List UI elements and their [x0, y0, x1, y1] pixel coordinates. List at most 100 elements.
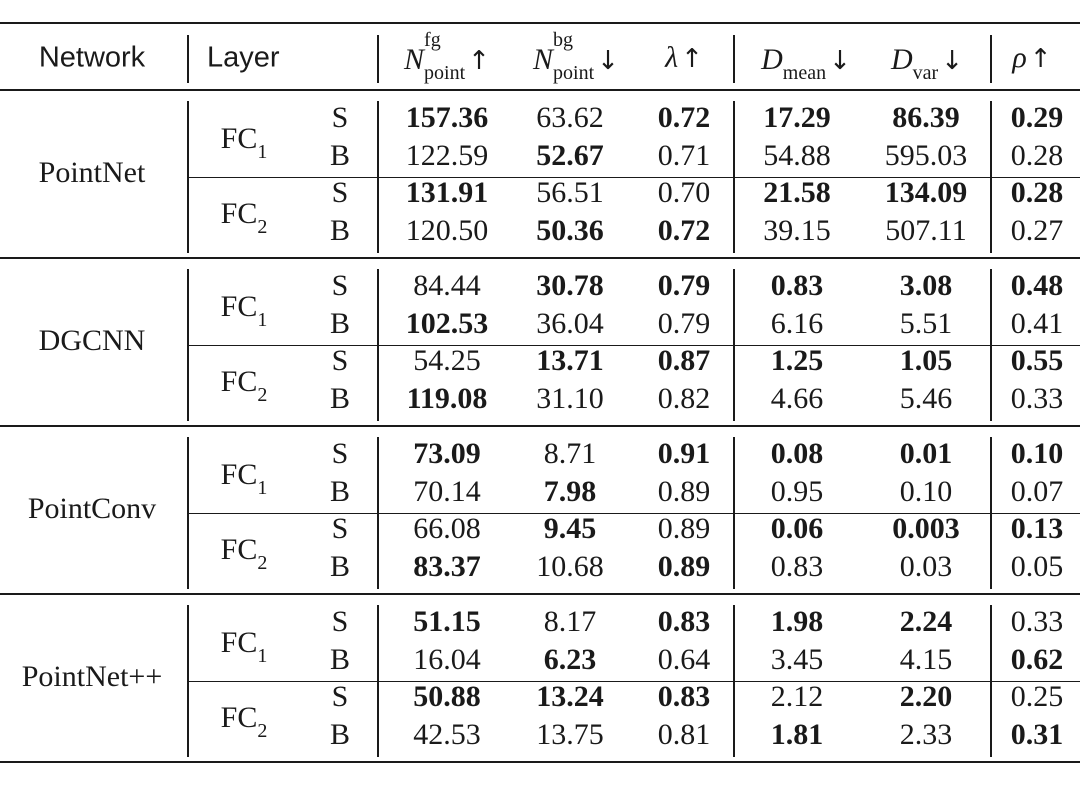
table-cell: 56.51 [536, 176, 604, 209]
table-cell: 0.07 [1010, 474, 1064, 508]
layer-label-sub: 2 [257, 383, 268, 406]
header-nfg-sup: fg [424, 29, 441, 51]
table-cell: 73.09 [413, 437, 481, 470]
network-name: PointNet [38, 156, 146, 189]
layer-rule [187, 681, 1080, 683]
table-cell: 0.28 [1010, 138, 1064, 172]
table-cell: 1.98 [770, 605, 824, 638]
layer-label: FC2 [220, 364, 268, 405]
layer-label: FC1 [221, 291, 268, 330]
table-cell: 0.83 [657, 605, 711, 638]
table-cell: 8.71 [543, 437, 597, 470]
table-cell: 2.20 [899, 680, 953, 713]
table-cell: 0.06 [770, 512, 824, 545]
table-cell: 0.71 [657, 138, 711, 172]
table-cell: 0.10 [1010, 437, 1064, 470]
table-cell: 0.83 [770, 269, 824, 302]
table-cell: 0.95 [770, 474, 824, 508]
header-separator [187, 35, 189, 83]
table-cell: 0.82 [657, 381, 711, 415]
row-type-label: S [331, 512, 349, 545]
header-layer: Layer [207, 41, 280, 74]
layer-label: FC2 [221, 534, 268, 573]
table-cell: 0.79 [657, 306, 711, 340]
layer-label-sub: 2 [257, 551, 268, 574]
table-cell: 54.88 [763, 138, 831, 172]
table-cell: 0.13 [1010, 512, 1064, 545]
table-cell: 0.72 [657, 101, 711, 134]
layer-label-base: FC [220, 457, 258, 491]
table-cell: 30.78 [536, 269, 604, 302]
row-type-label: S [331, 680, 349, 713]
table-cell: 0.03 [899, 549, 953, 583]
header-nfg-scripts: fg point [424, 30, 465, 83]
table-cell: 63.62 [536, 101, 604, 134]
table-cell: 0.33 [1010, 605, 1064, 638]
table-cell: 52.67 [536, 138, 604, 172]
layer-label-sub: 1 [257, 644, 268, 667]
header-rho-arrow: ↑ [1029, 44, 1052, 74]
header-dvar-arrow: ↓ [941, 46, 964, 76]
table-cell: 36.04 [536, 306, 604, 340]
layer-label-sub: 1 [257, 308, 268, 331]
network-name: DGCNN [38, 324, 146, 357]
header-separator [377, 35, 379, 83]
table-cell: 119.08 [406, 381, 488, 415]
layer-label-sub: 2 [257, 719, 268, 742]
table-cell: 83.37 [413, 549, 481, 583]
table-cell: 0.003 [892, 512, 960, 545]
table-cell: 0.89 [657, 474, 711, 508]
table-cell: 0.72 [657, 213, 711, 247]
group-rule [0, 257, 1080, 259]
row-type-label: B [329, 306, 351, 340]
table-cell: 1.81 [770, 717, 824, 751]
layer-label: FC1 [221, 627, 268, 666]
network-name: PointConv [27, 492, 157, 525]
table-cell: 31.10 [536, 381, 604, 415]
table-cell: 0.41 [1010, 306, 1064, 340]
header-separator [990, 35, 992, 83]
table-cell: 9.45 [543, 512, 597, 545]
table-cell: 0.31 [1010, 717, 1064, 751]
network-name: PointNet++ [21, 660, 163, 693]
row-type-label: S [331, 269, 349, 302]
table-cell: 13.71 [536, 344, 604, 377]
table-cell: 0.28 [1010, 176, 1064, 209]
table-cell: 0.64 [657, 642, 711, 676]
table-cell: 120.50 [405, 213, 489, 247]
table-cell: 6.23 [543, 642, 597, 676]
table-cell: 0.87 [657, 344, 711, 377]
layer-label: FC2 [221, 702, 268, 741]
table-cell: 4.15 [899, 642, 953, 676]
header-dmean-sub: mean [782, 62, 827, 84]
row-type-label: B [329, 213, 351, 247]
table-cell: 21.58 [763, 176, 831, 209]
header-rho: ρ ↑ [1012, 43, 1051, 73]
header-nbg-base: N [533, 43, 554, 76]
table-cell: 39.15 [763, 213, 831, 247]
table-cell: 2.33 [899, 717, 953, 751]
table-cell: 17.29 [763, 101, 831, 134]
table-cell: 16.04 [413, 642, 481, 676]
row-type-label: B [329, 381, 351, 415]
table-cell: 3.45 [770, 642, 824, 676]
header-rule [0, 89, 1080, 91]
layer-label-sub: 1 [257, 140, 268, 163]
layer-label: FC1 [220, 457, 268, 498]
header-dvar-sub: var [912, 62, 939, 84]
group-rule [0, 593, 1080, 595]
layer-label-base: FC [220, 364, 258, 398]
row-type-label: B [329, 549, 351, 583]
table-cell: 0.25 [1010, 680, 1064, 713]
header-nbg-sub: point [553, 62, 595, 84]
table-cell: 134.09 [884, 176, 968, 209]
table-cell: 0.08 [770, 437, 824, 470]
table-cell: 0.27 [1010, 213, 1064, 247]
row-type-label: S [331, 176, 349, 209]
header-nbg-scripts: bg point [553, 30, 594, 83]
top-rule [0, 22, 1080, 25]
header-dmean: Dmean ↓ [761, 45, 851, 84]
table-cell: 5.51 [899, 306, 953, 340]
table-cell: 2.24 [899, 605, 953, 638]
